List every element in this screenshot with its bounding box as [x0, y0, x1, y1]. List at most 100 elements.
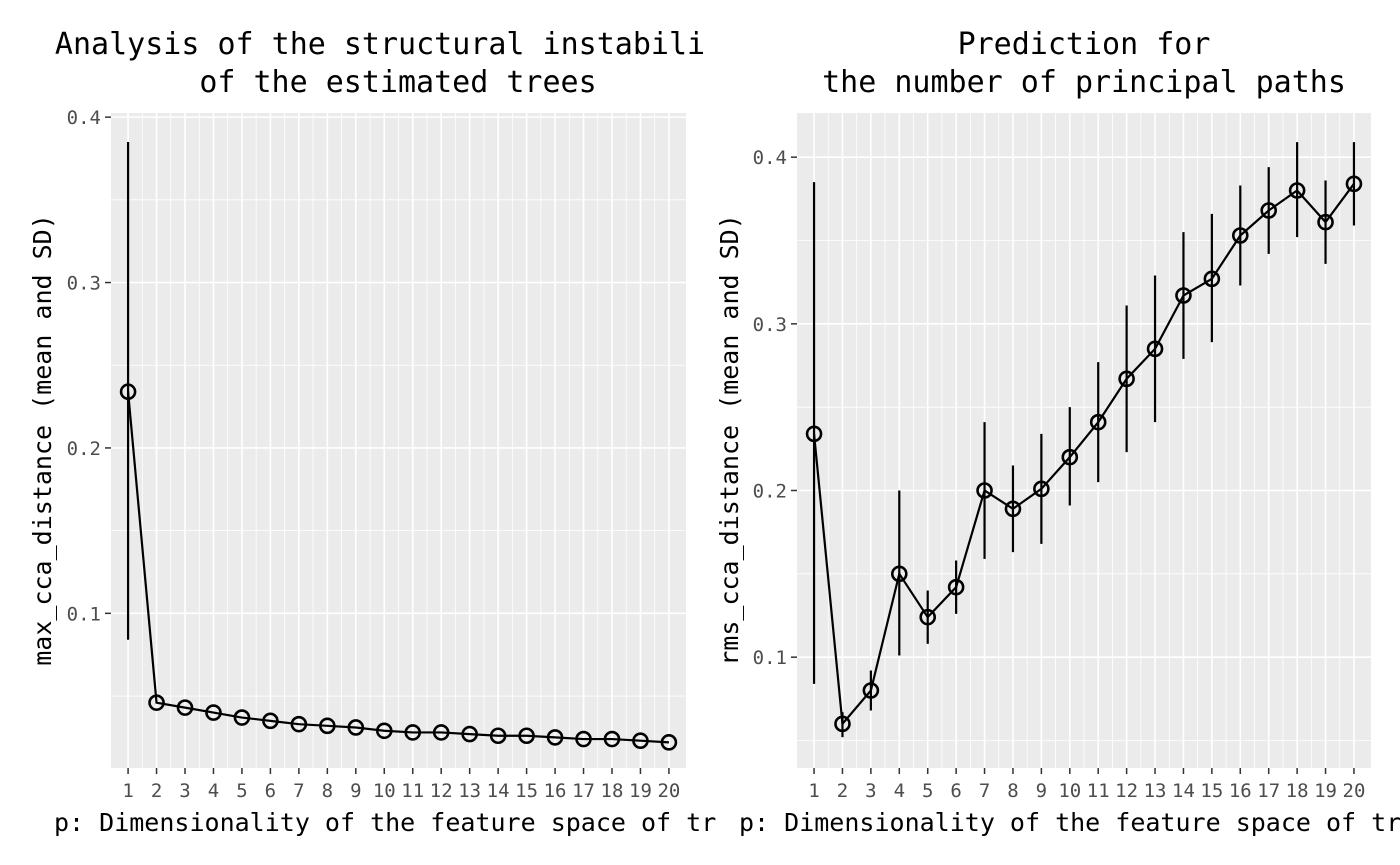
right-y-axis-title: rms_cca_distance (mean and SD) — [715, 214, 744, 666]
right-x-tick-label: 4 — [894, 780, 905, 802]
left-gridlines — [111, 113, 686, 768]
left-data-point — [432, 724, 450, 741]
right-data-point — [1089, 413, 1107, 431]
right-data-point — [1203, 270, 1221, 288]
left-plot: Analysis of the structural instabili of … — [28, 27, 716, 837]
left-data-point — [660, 734, 678, 751]
left-data-point — [205, 704, 222, 721]
right-title-line-2: the number of principal paths — [822, 65, 1346, 100]
left-title-line-1: Analysis of the structural instabili — [55, 27, 705, 62]
left-x-tick-label: 1 — [122, 780, 133, 802]
left-data-point — [119, 383, 137, 401]
right-x-tick-label: 3 — [865, 780, 876, 802]
right-data-point — [1231, 227, 1249, 244]
left-data-point — [518, 727, 535, 745]
left-data-point — [262, 712, 279, 730]
left-x-tick-label: 18 — [601, 780, 624, 802]
right-x-tick-label: 16 — [1229, 780, 1252, 802]
right-x-tick-label: 9 — [1036, 780, 1047, 802]
left-x-tick-label: 10 — [373, 780, 396, 802]
right-y-tick-label: 0.3 — [753, 314, 787, 336]
right-x-tick-label: 6 — [950, 780, 961, 802]
left-data-point — [347, 719, 365, 736]
right-data-point — [1175, 287, 1192, 304]
left-data-point — [603, 730, 621, 748]
right-data-point — [862, 682, 880, 699]
left-x-tick-label: 20 — [657, 780, 680, 802]
left-data-point — [489, 727, 507, 745]
right-data-point — [1288, 182, 1306, 199]
right-x-tick-label: 20 — [1343, 780, 1366, 802]
left-x-tick-label: 11 — [401, 780, 424, 802]
right-y-tick-label: 0.1 — [753, 647, 787, 669]
right-x-tick-label: 1 — [808, 780, 819, 802]
right-data-point — [834, 715, 851, 733]
left-y-tick-label: 0.4 — [67, 107, 101, 129]
right-x-axis-title: p: Dimensionality of the feature space o… — [739, 808, 1400, 837]
left-data-point — [404, 724, 422, 741]
left-y-tick-label: 0.1 — [67, 603, 101, 625]
right-x-tick-label: 7 — [979, 780, 990, 802]
left-x-tick-label: 17 — [572, 780, 595, 802]
right-x-tick-label: 12 — [1115, 780, 1138, 802]
right-x-tick-label: 2 — [837, 780, 848, 802]
right-x-tick-label: 19 — [1314, 780, 1337, 802]
left-x-tick-label: 6 — [265, 780, 276, 802]
left-x-tick-label: 19 — [629, 780, 652, 802]
right-data-point — [1260, 202, 1278, 219]
left-data-point — [375, 722, 393, 740]
right-data-point — [1317, 213, 1334, 231]
right-data-point — [1061, 448, 1079, 466]
left-x-axis-title: p: Dimensionality of the feature space o… — [54, 808, 716, 837]
left-title-line-2: of the estimated trees — [199, 65, 596, 100]
left-x-tick-label: 12 — [430, 780, 453, 802]
right-x-tick-label: 5 — [922, 780, 933, 802]
left-x-tick-label: 14 — [487, 780, 510, 802]
right-series — [805, 142, 1363, 738]
right-data-point — [1033, 480, 1050, 498]
right-data-point — [1004, 500, 1022, 518]
right-axes: 1 2 3 4 5 6 7 8 9 10 11 12 13 14 15 16 17 18 19 200.10.20.3… — [753, 147, 1366, 802]
right-data-point — [890, 565, 908, 583]
right-x-tick-label: 10 — [1058, 780, 1081, 802]
left-data-point — [233, 709, 251, 726]
left-x-tick-label: 13 — [458, 780, 481, 802]
left-series — [119, 141, 678, 751]
right-x-tick-label: 11 — [1087, 780, 1110, 802]
right-x-tick-label: 17 — [1257, 780, 1280, 802]
left-data-point — [546, 729, 564, 746]
right-data-point — [919, 608, 937, 626]
left-series-line — [126, 391, 669, 744]
right-x-tick-label: 14 — [1172, 780, 1195, 802]
left-x-tick-label: 16 — [544, 780, 567, 802]
right-y-tick-label: 0.4 — [753, 147, 787, 169]
left-x-tick-label: 4 — [208, 780, 219, 802]
left-x-tick-label: 8 — [322, 780, 333, 802]
left-data-point — [290, 715, 308, 733]
right-title-line-1: Prediction for — [958, 27, 1211, 62]
left-data-point — [148, 694, 165, 711]
right-data-point — [805, 425, 823, 443]
right-data-point — [976, 482, 993, 499]
right-x-tick-label: 13 — [1144, 780, 1167, 802]
left-axes: 1 2 3 4 5 6 7 8 9 10 11 12 13 14 15 16 17 18 19 200.10.20.3… — [67, 107, 681, 802]
left-y-tick-label: 0.3 — [67, 273, 101, 295]
right-x-tick-label: 8 — [1007, 780, 1018, 802]
left-x-tick-label: 7 — [293, 780, 304, 802]
left-x-tick-label: 5 — [236, 780, 247, 802]
right-x-tick-label: 18 — [1286, 780, 1309, 802]
left-y-tick-label: 0.2 — [67, 438, 101, 460]
right-data-point — [1146, 340, 1164, 358]
left-x-tick-label: 9 — [350, 780, 361, 802]
right-data-point — [1345, 175, 1363, 193]
left-data-point — [176, 699, 194, 716]
left-y-axis-title: max_cca_distance (mean and SD) — [28, 214, 57, 666]
left-x-tick-label: 3 — [179, 780, 190, 802]
left-data-point — [319, 717, 336, 735]
left-data-point — [461, 725, 478, 743]
left-x-tick-label: 2 — [151, 780, 162, 802]
left-data-point — [575, 730, 592, 748]
left-data-point — [632, 732, 649, 750]
right-x-tick-label: 15 — [1200, 780, 1223, 802]
